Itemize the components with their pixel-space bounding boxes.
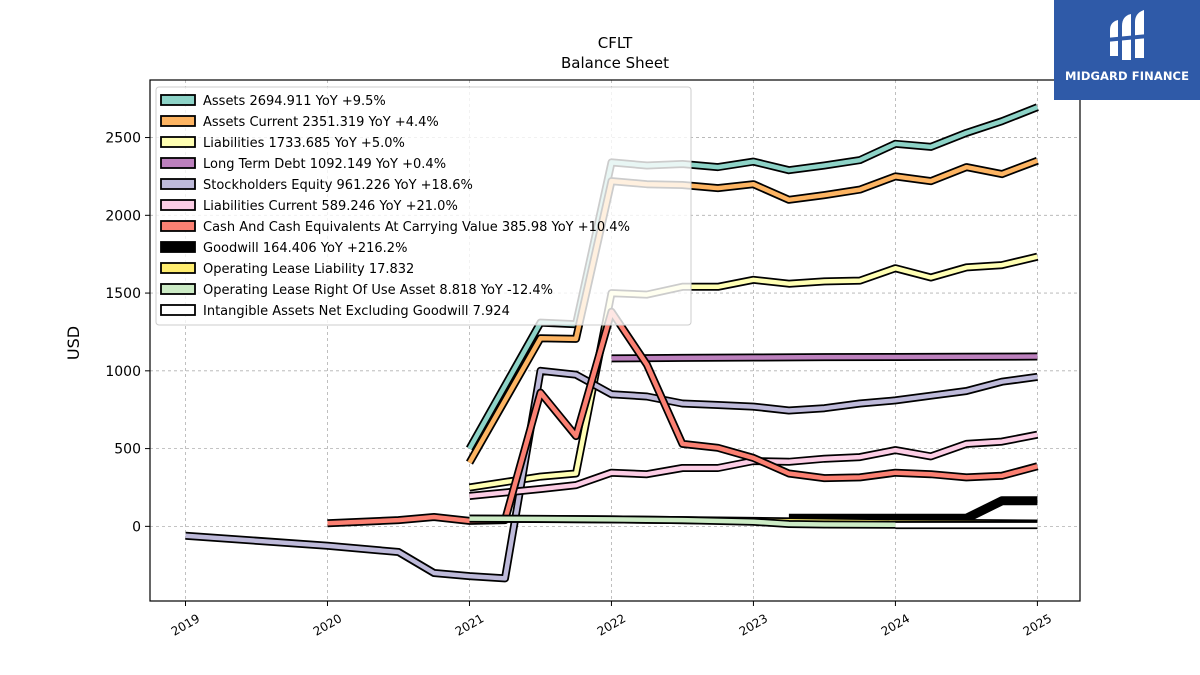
y-tick-label: 2000: [105, 208, 141, 224]
legend-label: Assets Current 2351.319 YoY +4.4%: [203, 115, 439, 130]
legend-label: Liabilities Current 589.246 YoY +21.0%: [203, 199, 458, 214]
legend-swatch: [160, 115, 196, 127]
chart-subtitle: Balance Sheet: [561, 54, 669, 72]
legend-label: Liabilities 1733.685 YoY +5.0%: [203, 136, 405, 151]
x-tick-label: 2022: [595, 611, 628, 638]
legend-label: Operating Lease Liability 17.832: [203, 262, 414, 277]
series-goodwill: [788, 496, 1038, 523]
series-line: [788, 496, 1038, 523]
brand-logo: MIDGARD FINANCE: [1054, 0, 1200, 100]
x-tick-label: 2020: [311, 611, 344, 638]
legend-label: Long Term Debt 1092.149 YoY +0.4%: [203, 157, 446, 172]
series-line: [185, 368, 1038, 581]
legend-swatch: [160, 220, 196, 232]
y-tick-label: 500: [114, 442, 141, 458]
legend-label: Assets 2694.911 YoY +9.5%: [203, 94, 386, 109]
legend-swatch: [160, 157, 196, 169]
y-tick-label: 2500: [105, 131, 141, 147]
x-tick-label: 2025: [1021, 611, 1054, 638]
y-axis-label: USD: [64, 326, 83, 360]
y-tick-label: 1000: [105, 364, 141, 380]
series-cash-and-cash-equivalents-at-carrying-value: [327, 307, 1039, 528]
legend: Assets 2694.911 YoY +9.5% Assets Current …: [155, 86, 692, 326]
legend-label: Intangible Assets Net Excluding Goodwill…: [203, 304, 510, 319]
legend-box: [155, 86, 692, 326]
brand-name: MIDGARD FINANCE: [1064, 69, 1190, 83]
x-tick-label: 2023: [737, 611, 770, 638]
y-tick-label: 0: [132, 519, 141, 535]
x-tick-label: 2024: [879, 611, 912, 638]
legend-swatch: [160, 94, 196, 106]
legend-swatch: [160, 262, 196, 274]
legend-swatch: [160, 199, 196, 211]
series-line: [611, 354, 1038, 361]
legend-label: Goodwill 164.406 YoY +216.2%: [203, 241, 407, 256]
midgard-logo-icon: [1106, 10, 1148, 60]
legend-swatch: [160, 241, 196, 253]
legend-swatch: [160, 178, 196, 190]
x-tick-label: 2019: [169, 611, 202, 638]
series-line: [327, 309, 1038, 526]
legend-label: Stockholders Equity 961.226 YoY +18.6%: [203, 178, 473, 193]
x-tick-label: 2021: [453, 611, 486, 638]
legend-swatch: [160, 304, 196, 316]
legend-label: Cash And Cash Equivalents At Carrying Va…: [203, 220, 630, 235]
legend-swatch: [160, 283, 196, 295]
plot-frame: [149, 79, 1081, 602]
chart-title: CFLT: [598, 34, 633, 52]
series-line-outline: [327, 307, 1039, 528]
series-long-term-debt: [611, 352, 1038, 363]
legend-label: Operating Lease Right Of Use Asset 8.818…: [203, 283, 553, 298]
series-stockholders-equity: [185, 366, 1038, 583]
y-tick-label: 1500: [105, 286, 141, 302]
legend-swatch: [160, 136, 196, 148]
